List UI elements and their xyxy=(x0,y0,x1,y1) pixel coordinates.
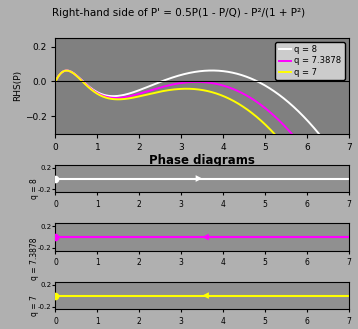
Y-axis label: q = 8: q = 8 xyxy=(30,179,39,199)
Legend: q = 8, q = 7.3878, q = 7: q = 8, q = 7.3878, q = 7 xyxy=(275,42,345,80)
Text: Right-hand side of P' = 0.5P(1 - P/Q) - P²/(1 + P²): Right-hand side of P' = 0.5P(1 - P/Q) - … xyxy=(52,8,306,18)
X-axis label: Phase diagrams: Phase diagrams xyxy=(149,155,255,167)
Y-axis label: q = 7: q = 7 xyxy=(30,295,39,316)
Y-axis label: RHS(P): RHS(P) xyxy=(13,70,22,101)
Y-axis label: q = 7.3878: q = 7.3878 xyxy=(30,237,39,280)
